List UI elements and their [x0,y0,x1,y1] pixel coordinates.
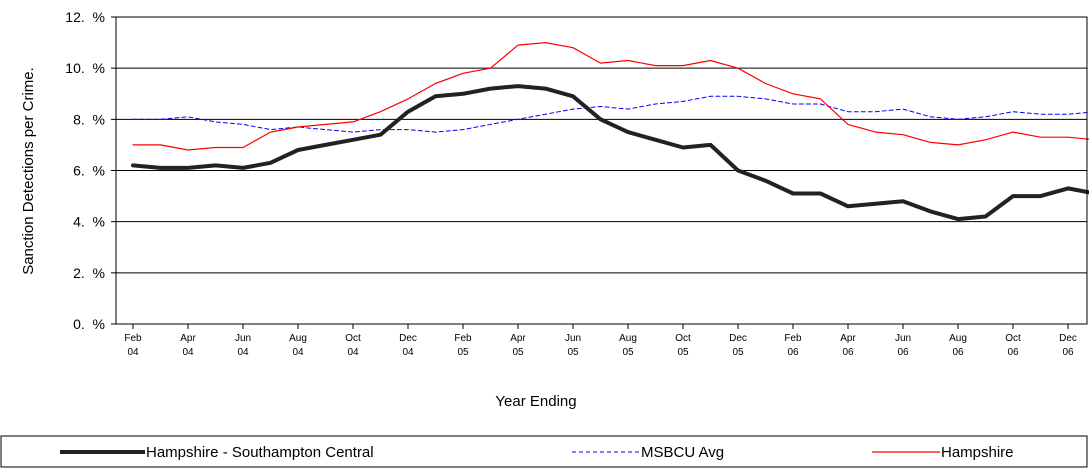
y-axis-title: Sanction Detections per Crime. [20,67,37,275]
y-tick-label: 6. % [73,163,105,179]
x-tick-label-year: 06 [1007,347,1019,358]
x-tick-label-month: Apr [180,333,196,344]
legend-label: Hampshire [941,444,1014,461]
x-tick-label-month: Apr [840,333,856,344]
x-tick-label-month: Feb [454,333,472,344]
x-tick-label-year: 06 [897,347,909,358]
x-tick-label-month: Dec [729,333,747,344]
plot-area-frame [115,16,1088,325]
x-tick-label-year: 05 [457,347,469,358]
x-tick-label-year: 05 [567,347,579,358]
y-axis-ticks: 0. % 2. % 4. % 6. % 8. % 10. % 12. % [65,9,116,332]
x-tick-label-month: Jun [235,333,251,344]
x-axis-ticks: Feb 04 Apr 04 Jun 04 Aug 04 Oct 04 Dec 04 Feb 05 Apr 05… [124,324,1077,358]
x-tick-label-month: Jun [895,333,911,344]
x-tick-label-month: Feb [784,333,802,344]
x-tick-label-month: Oct [675,333,691,344]
series-line-3 [132,41,1089,151]
x-tick-label-year: 04 [237,347,249,358]
x-tick-label-year: 04 [182,347,194,358]
x-tick-label-year: 04 [292,347,304,358]
y-tick-label: 10. % [65,60,105,76]
legend-label: MSBCU Avg [641,444,724,461]
x-tick-label-year: 04 [402,347,414,358]
y-tick-label: 8. % [73,111,105,127]
legend: Hampshire - Southampton Central MSBCU Avg… [0,435,1088,468]
series-line-1 [131,84,1089,222]
x-tick-label-month: Jun [565,333,581,344]
x-tick-label-month: Oct [345,333,361,344]
x-tick-label-year: 05 [677,347,689,358]
y-tick-label: 0. % [73,316,105,332]
x-tick-label-year: 05 [622,347,634,358]
x-tick-label-month: Aug [289,333,307,344]
x-tick-label-month: Feb [124,333,142,344]
x-tick-label-year: 06 [787,347,799,358]
x-tick-label-month: Aug [949,333,967,344]
x-tick-label-month: Oct [1005,333,1021,344]
y-tick-label: 2. % [73,265,105,281]
x-tick-label-year: 06 [842,347,854,358]
x-axis-title: Year Ending [495,393,576,410]
y-tick-label: 4. % [73,214,105,230]
legend-label: Hampshire - Southampton Central [146,444,374,461]
x-tick-label-year: 06 [952,347,964,358]
x-tick-label-year: 05 [512,347,524,358]
y-tick-label: 12. % [65,9,105,25]
x-tick-label-year: 04 [127,347,139,358]
x-tick-label-month: Aug [619,333,637,344]
x-tick-label-month: Dec [399,333,417,344]
x-tick-label-year: 06 [1062,347,1074,358]
x-tick-label-month: Dec [1059,333,1077,344]
legend-items: Hampshire - Southampton Central MSBCU Avg… [60,444,1014,461]
x-tick-label-year: 04 [347,347,359,358]
x-tick-label-year: 05 [732,347,744,358]
x-tick-label-month: Apr [510,333,526,344]
series-layer [131,41,1089,222]
